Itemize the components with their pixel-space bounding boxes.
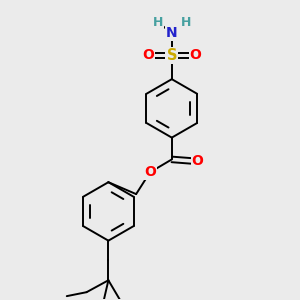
Text: O: O: [142, 48, 154, 62]
Text: H: H: [181, 16, 191, 29]
Text: S: S: [167, 48, 177, 63]
Text: O: O: [192, 154, 203, 168]
Text: O: O: [190, 48, 202, 62]
Text: H: H: [153, 16, 163, 29]
Text: O: O: [144, 165, 156, 179]
Text: N: N: [166, 26, 178, 40]
